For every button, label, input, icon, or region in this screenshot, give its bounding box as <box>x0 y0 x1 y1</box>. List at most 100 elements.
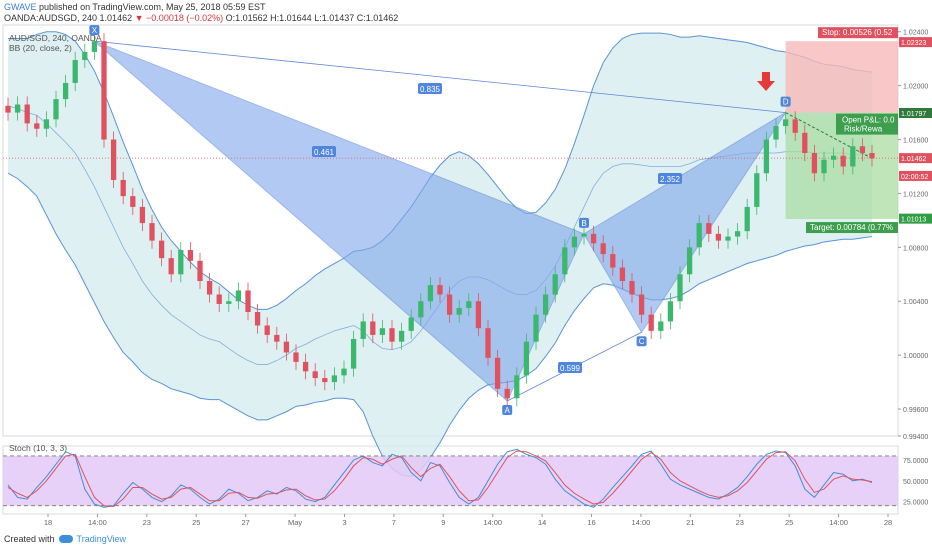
price-change: −0.00018 (−0.02%) <box>146 13 224 23</box>
point-label-X: X <box>92 26 98 35</box>
x-tick-label: 28 <box>884 518 892 527</box>
candle-body <box>456 307 462 315</box>
down-arrow-icon <box>757 72 775 91</box>
y-tick-label: 0.99600 <box>903 407 928 414</box>
candle-body <box>782 119 789 127</box>
x-tick-label: 18 <box>44 518 52 527</box>
candle-body <box>178 250 184 275</box>
ohlc-line: OANDA:AUDSGD, 240 1.01462 ▼ −0.00018 (−0… <box>4 13 398 23</box>
point-label-A: A <box>505 406 511 415</box>
price-badge-text: 1.01797 <box>901 111 926 118</box>
price-badge-text: 02:00:52 <box>901 174 928 181</box>
candle-body <box>677 274 683 302</box>
y-tick-label: 1.00400 <box>903 299 928 306</box>
y-tick-label: 1.01600 <box>903 138 928 145</box>
candle-body <box>821 159 827 174</box>
candle-body <box>859 146 866 154</box>
candle-body <box>312 371 318 379</box>
ratio-badge <box>558 362 582 373</box>
candle-body <box>590 233 597 244</box>
stoch-d-line <box>7 450 873 508</box>
ratio-badge <box>658 173 682 184</box>
price-badge-text: 1.02323 <box>901 40 926 47</box>
x-tick-label: 9 <box>441 518 445 527</box>
bb-upper <box>8 31 873 310</box>
candle-body <box>792 119 798 133</box>
candle-body <box>667 301 674 322</box>
candle-body <box>235 290 242 302</box>
x-tick-label: 14:00 <box>632 518 651 527</box>
candle-body <box>504 388 510 399</box>
candle-body <box>110 139 117 180</box>
down-arrow-icon: ▼ <box>134 13 144 23</box>
candle-body <box>533 314 539 342</box>
candle-body <box>725 236 731 241</box>
xd-line <box>94 40 786 113</box>
point-badge <box>780 96 791 107</box>
candle-body <box>658 321 664 331</box>
candle-body <box>158 240 165 259</box>
candle-body <box>379 328 386 335</box>
ratio-label: 0.461 <box>314 148 335 157</box>
candle-body <box>763 139 770 174</box>
footer: Created with TradingView <box>4 534 126 544</box>
bb-legend: BB (20, close, 2) <box>9 43 72 53</box>
candle-body <box>802 132 808 154</box>
candle-body <box>648 314 654 331</box>
x-tick-label: 23 <box>736 518 744 527</box>
candle-body <box>398 330 405 342</box>
candle-body <box>523 341 530 376</box>
candle-body <box>101 41 107 140</box>
bb-lower <box>7 172 873 477</box>
point-label-D: D <box>783 98 789 107</box>
candle-body <box>341 368 347 376</box>
candle-body <box>773 126 779 140</box>
candle-body <box>571 236 578 248</box>
price-badge-text: 1.01462 <box>901 156 926 163</box>
candle-body <box>744 206 750 232</box>
candle-body <box>542 294 549 315</box>
candle-body <box>619 267 626 282</box>
candle-body <box>293 352 299 362</box>
symbol: OANDA:AUDSGD, 240 <box>4 13 98 23</box>
y-tick-label: 1.02000 <box>903 84 928 91</box>
candle-body <box>360 321 366 339</box>
stoch-tick-label: 75.0000 <box>903 458 928 465</box>
candle-body <box>427 285 434 302</box>
ratio-label: 0.835 <box>420 85 441 94</box>
candle-body <box>370 321 376 335</box>
x-tick-label: 21 <box>686 518 694 527</box>
x-tick-label: 14 <box>538 518 546 527</box>
created-with: Created with <box>4 534 55 544</box>
stoch-band <box>3 455 898 506</box>
candle-body <box>446 294 453 315</box>
candle-body <box>274 334 280 342</box>
candle-body <box>494 357 501 389</box>
x-tick-label: 27 <box>241 518 249 527</box>
price-badge <box>899 37 932 48</box>
candle-body <box>254 312 261 326</box>
pnl-badge <box>836 113 898 135</box>
author[interactable]: GWAVE <box>4 2 37 12</box>
publish-line: GWAVE published on TradingView.com, May … <box>4 2 266 12</box>
candle-body <box>389 328 395 342</box>
candle-body <box>418 301 424 318</box>
candle-body <box>610 254 616 268</box>
x-tick-label: 16 <box>587 518 595 527</box>
tradingview-brand[interactable]: TradingView <box>76 534 127 544</box>
stop-badge <box>818 27 898 39</box>
candle-body <box>830 155 837 160</box>
tradingview-logo-icon <box>58 535 73 543</box>
candle-body <box>206 281 213 295</box>
pnl-line <box>785 112 873 159</box>
candle-body <box>24 104 30 124</box>
candle-body <box>187 250 194 261</box>
candle-body <box>437 285 443 295</box>
candle-body <box>485 328 491 358</box>
x-tick-label: 3 <box>342 518 346 527</box>
candle-body <box>82 51 88 61</box>
candle-body <box>408 317 414 331</box>
candle-body <box>302 361 309 372</box>
candle-body <box>581 233 587 237</box>
